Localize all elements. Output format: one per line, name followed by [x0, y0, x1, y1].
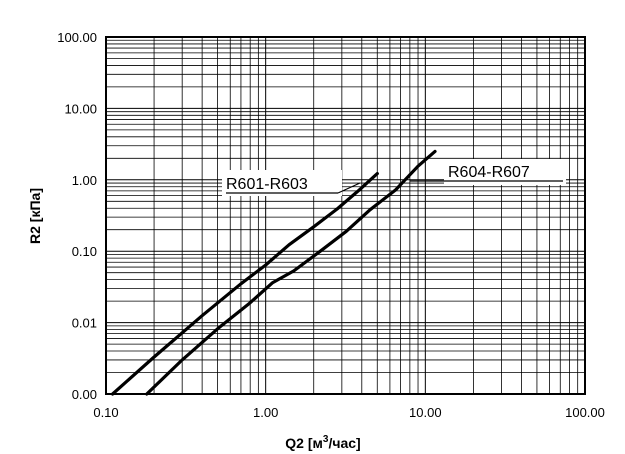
- series-label-r604-r607: R604-R607: [448, 164, 530, 181]
- series-label-bg: [222, 170, 342, 196]
- series-label-r601-r603: R601-R603: [226, 176, 308, 193]
- y-axis-title: R2 [кПа]: [27, 188, 43, 244]
- y-tick-label: 0.00: [72, 387, 97, 402]
- x-tick-label: 10.00: [409, 405, 442, 420]
- x-axis-title: Q2 [м3/час]: [285, 434, 360, 451]
- y-tick-label: 0.01: [72, 316, 97, 331]
- y-tick-labels: 0.00 0.01 0.10 1.00 10.00 100.00: [57, 30, 97, 402]
- series-label-r604-r607-group: R604-R607: [410, 159, 566, 185]
- series-line-r604-r607: [145, 149, 437, 396]
- series-line-r601-r603: [110, 172, 379, 396]
- y-tick-label: 1.00: [72, 173, 97, 188]
- y-tick-label: 100.00: [57, 30, 97, 45]
- grid: [105, 37, 585, 395]
- plot-frame: [105, 36, 586, 395]
- x-tick-label: 1.00: [253, 405, 278, 420]
- x-tick-labels: 0.10 1.00 10.00 100.00: [93, 405, 605, 420]
- y-tick-label: 10.00: [64, 101, 97, 116]
- leader-line: [337, 182, 361, 194]
- x-tick-label: 100.00: [565, 405, 605, 420]
- x-tick-label: 0.10: [93, 405, 118, 420]
- series-layer: [110, 149, 437, 396]
- y-tick-label: 0.10: [72, 244, 97, 259]
- series-label-r601-r603-group: R601-R603: [222, 170, 361, 196]
